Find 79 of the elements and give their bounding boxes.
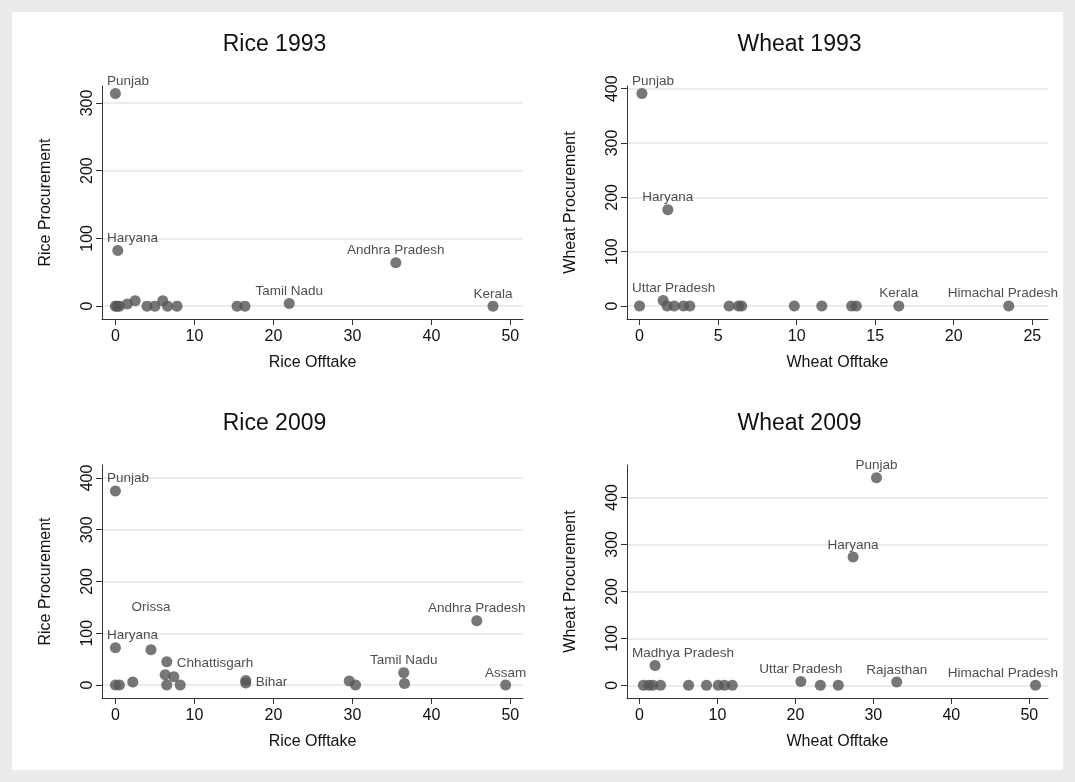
- annotation: Punjab: [631, 73, 675, 89]
- annotation: Haryana: [827, 536, 880, 552]
- y-tick-label: 0: [602, 680, 620, 690]
- x-tick-label: 50: [501, 326, 520, 344]
- x-tick-label: 30: [343, 326, 362, 344]
- annotation: Himachal Pradesh: [947, 664, 1059, 680]
- y-tick-label: 300: [602, 129, 620, 157]
- y-tick-label: 100: [602, 238, 620, 265]
- annotation: Punjab: [855, 457, 898, 473]
- x-tick-label: 0: [110, 705, 120, 723]
- x-tick-label: 20: [264, 326, 283, 344]
- y-axis-title: Rice Procurement: [35, 137, 53, 267]
- x-tick-label: 25: [1023, 326, 1042, 344]
- y-tick-label: 100: [602, 624, 620, 652]
- x-tick-label: 40: [422, 705, 441, 723]
- annotation: Chhattisgarh: [176, 655, 254, 671]
- y-tick-label: 300: [602, 530, 620, 558]
- annotation: Haryana: [107, 627, 159, 643]
- x-tick-label: 5: [713, 326, 723, 344]
- x-axis-title: Rice Offtake: [268, 731, 357, 749]
- y-axis-title: Wheat Procurement: [560, 509, 578, 653]
- x-tick-label: 40: [942, 705, 961, 723]
- y-tick-label: 400: [77, 464, 95, 492]
- annotation: Madhya Pradesh: [632, 645, 735, 661]
- y-tick-label: 400: [602, 483, 620, 511]
- x-tick-label: 15: [866, 326, 885, 344]
- annotation: Tamil Nadu: [255, 282, 323, 298]
- annotation: Kerala: [473, 285, 513, 301]
- annotation: Andhra Pradesh: [428, 600, 526, 616]
- annotation: Bihar: [255, 673, 288, 689]
- chart-title: Rice 1993: [222, 29, 327, 56]
- annotation: Kerala: [879, 285, 919, 301]
- annotation: Punjab: [106, 470, 150, 486]
- annotation: Andhra Pradesh: [347, 242, 445, 258]
- x-axis-title: Wheat Offtake: [786, 731, 889, 749]
- y-tick-label: 100: [77, 224, 95, 252]
- y-tick-label: 0: [602, 301, 620, 311]
- x-axis-title: Rice Offtake: [268, 352, 357, 370]
- annotation: Haryana: [107, 230, 159, 246]
- chart-title: Wheat 2009: [737, 408, 862, 435]
- y-axis-title: Wheat Procurement: [560, 130, 578, 274]
- y-tick-label: 200: [77, 157, 95, 185]
- x-tick-label: 10: [787, 326, 806, 344]
- x-tick-label: 30: [343, 705, 362, 723]
- annotation: Uttar Pradesh: [759, 661, 843, 677]
- x-tick-label: 10: [185, 326, 204, 344]
- chart-title: Rice 2009: [222, 408, 327, 435]
- annotation: Punjab: [106, 72, 150, 88]
- y-tick-label: 0: [77, 680, 95, 690]
- y-tick-label: 300: [77, 516, 95, 544]
- x-tick-label: 0: [110, 326, 120, 344]
- x-tick-label: 10: [185, 705, 204, 723]
- x-tick-label: 10: [708, 705, 727, 723]
- y-tick-label: 400: [602, 75, 620, 103]
- annotation: Himachal Pradesh: [947, 285, 1059, 301]
- y-tick-label: 100: [77, 619, 95, 647]
- x-tick-label: 0: [635, 326, 645, 344]
- x-axis-title: Wheat Offtake: [786, 352, 889, 370]
- y-tick-label: 0: [77, 301, 95, 311]
- x-tick-label: 20: [264, 705, 283, 723]
- y-axis-title: Rice Procurement: [35, 516, 53, 646]
- x-tick-label: 40: [422, 326, 441, 344]
- x-tick-label: 50: [1020, 705, 1039, 723]
- annotation: Uttar Pradesh: [632, 280, 716, 296]
- y-tick-label: 200: [602, 183, 620, 211]
- x-tick-label: 50: [501, 705, 520, 723]
- y-tick-label: 200: [602, 577, 620, 605]
- x-tick-label: 0: [635, 705, 645, 723]
- annotation: Tamil Nadu: [369, 652, 438, 668]
- chart-title: Wheat 1993: [737, 29, 862, 56]
- x-tick-label: 20: [786, 705, 805, 723]
- annotation: Assam: [484, 664, 527, 680]
- annotation: Rajasthan: [866, 661, 928, 677]
- y-tick-label: 300: [77, 89, 95, 117]
- x-tick-label: 30: [864, 705, 883, 723]
- annotation: Haryana: [642, 189, 694, 205]
- annotation: Orissa: [131, 599, 171, 615]
- y-tick-label: 200: [77, 568, 95, 595]
- x-tick-label: 20: [944, 326, 963, 344]
